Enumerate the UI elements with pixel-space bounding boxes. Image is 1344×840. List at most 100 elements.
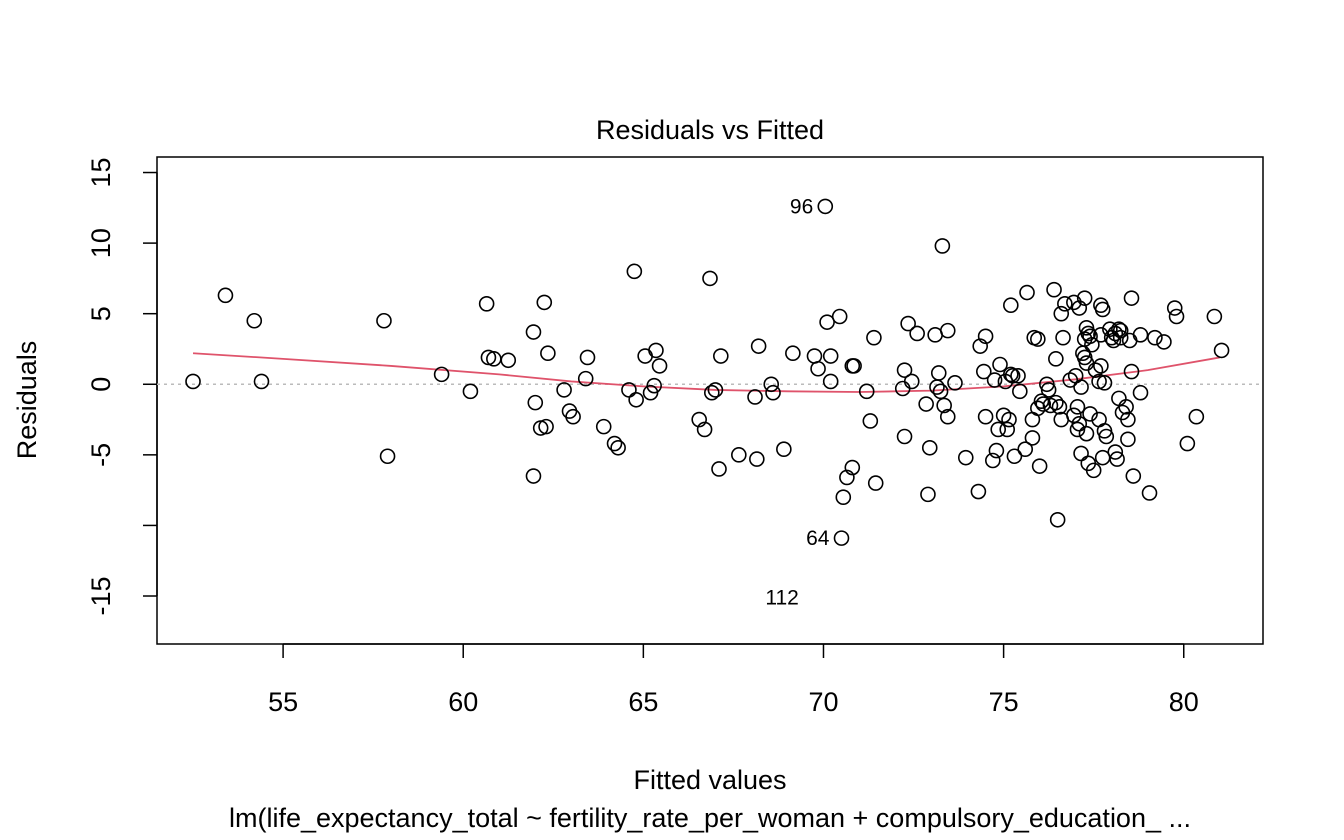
residual-point (376, 312, 392, 329)
residual-point (858, 383, 875, 400)
residual-point (1051, 399, 1068, 415)
residual-point (970, 483, 987, 500)
residual-point (1093, 358, 1109, 374)
residual-point (1066, 294, 1082, 311)
residual-point (785, 345, 801, 362)
residual-point (1082, 328, 1098, 345)
residual-point (1121, 332, 1138, 349)
residual-point (711, 461, 727, 477)
residual-point (896, 362, 913, 378)
residual-point (999, 421, 1016, 438)
residual-point (1166, 300, 1183, 316)
residual-point (776, 441, 792, 458)
residual-point (525, 468, 542, 484)
residual-point (1098, 428, 1115, 445)
residual-point (1141, 485, 1158, 501)
x-tick-label: 55 (268, 687, 298, 717)
residual-point (1017, 441, 1034, 458)
residual-point (1004, 367, 1021, 384)
residual-point (1094, 301, 1111, 318)
residual-point (810, 360, 826, 377)
chart-title: Residuals vs Fitted (596, 115, 824, 145)
plot-frame (156, 156, 1264, 645)
outlier-label: 64 (806, 527, 830, 550)
residual-point (540, 345, 556, 362)
residual-point (921, 439, 938, 456)
residual-point (527, 394, 544, 411)
residual-point (1168, 308, 1185, 325)
residual-point (525, 324, 542, 340)
residual-point (595, 418, 612, 435)
residual-point (846, 358, 862, 374)
y-tick-label: -15 (86, 576, 116, 615)
residual-point (939, 408, 956, 425)
residual-point (579, 349, 596, 366)
residual-point (939, 322, 956, 339)
residual-point (1112, 322, 1129, 339)
residual-point (1053, 305, 1070, 322)
residual-point (1030, 331, 1046, 347)
residual-point (696, 421, 713, 438)
residual-point (1069, 399, 1086, 415)
residual-point (637, 348, 653, 364)
residual-point (246, 312, 263, 329)
residual-point (1062, 372, 1079, 388)
residual-point (918, 396, 934, 412)
residual-point (1107, 444, 1124, 460)
residual-point (749, 451, 765, 467)
residual-point (1006, 448, 1023, 465)
residual-point (1147, 329, 1163, 346)
residual-point (1073, 379, 1089, 395)
residual-point (648, 342, 664, 359)
residual-point (462, 383, 479, 400)
residual-point (1087, 362, 1104, 378)
x-tick-label: 80 (1169, 687, 1199, 717)
residual-point (704, 384, 720, 401)
residual-point (977, 328, 994, 345)
residual-point (606, 435, 623, 452)
residual-point (1071, 300, 1088, 316)
residual-point (985, 452, 1001, 469)
residual-point (1019, 284, 1035, 301)
residual-point (972, 338, 988, 354)
residual-point (702, 270, 718, 287)
residual-point (1024, 430, 1041, 446)
residual-point (844, 459, 861, 476)
residual-point (765, 384, 781, 401)
residual-point (932, 383, 949, 400)
y-axis-label: Residuals (12, 341, 42, 460)
y-tick-label: 5 (86, 306, 116, 321)
residual-point (988, 442, 1005, 459)
residual-point (1076, 290, 1093, 306)
residual-point (217, 287, 234, 304)
residual-point (1085, 462, 1102, 479)
residual-point (577, 370, 594, 387)
residual-point (1132, 384, 1149, 401)
residual-point (1123, 363, 1140, 380)
residual-point (831, 308, 848, 325)
residual-point (1010, 367, 1026, 384)
residual-point (833, 530, 850, 546)
residual-point (626, 263, 643, 280)
residual-point (628, 391, 644, 408)
residual-point (957, 449, 974, 466)
residual-point (478, 296, 495, 312)
x-axis: 55 60 65 70 75 80 (268, 643, 1199, 717)
residual-point (1112, 329, 1129, 346)
residual-point (822, 348, 839, 364)
y-tick-label: -5 (86, 443, 116, 467)
residual-point (903, 373, 920, 390)
residual-point (1003, 366, 1019, 383)
residual-point (536, 294, 553, 311)
residual-point (990, 421, 1007, 438)
residual-point (713, 348, 729, 364)
residual-point (1003, 297, 1019, 314)
residual-point (556, 382, 572, 398)
residual-point (1179, 435, 1196, 452)
residual-point (1073, 445, 1089, 462)
residual-point (929, 379, 945, 395)
residual-point (822, 373, 839, 390)
residual-points (185, 198, 1230, 546)
residual-point (538, 418, 554, 435)
residual-point (1102, 321, 1118, 338)
